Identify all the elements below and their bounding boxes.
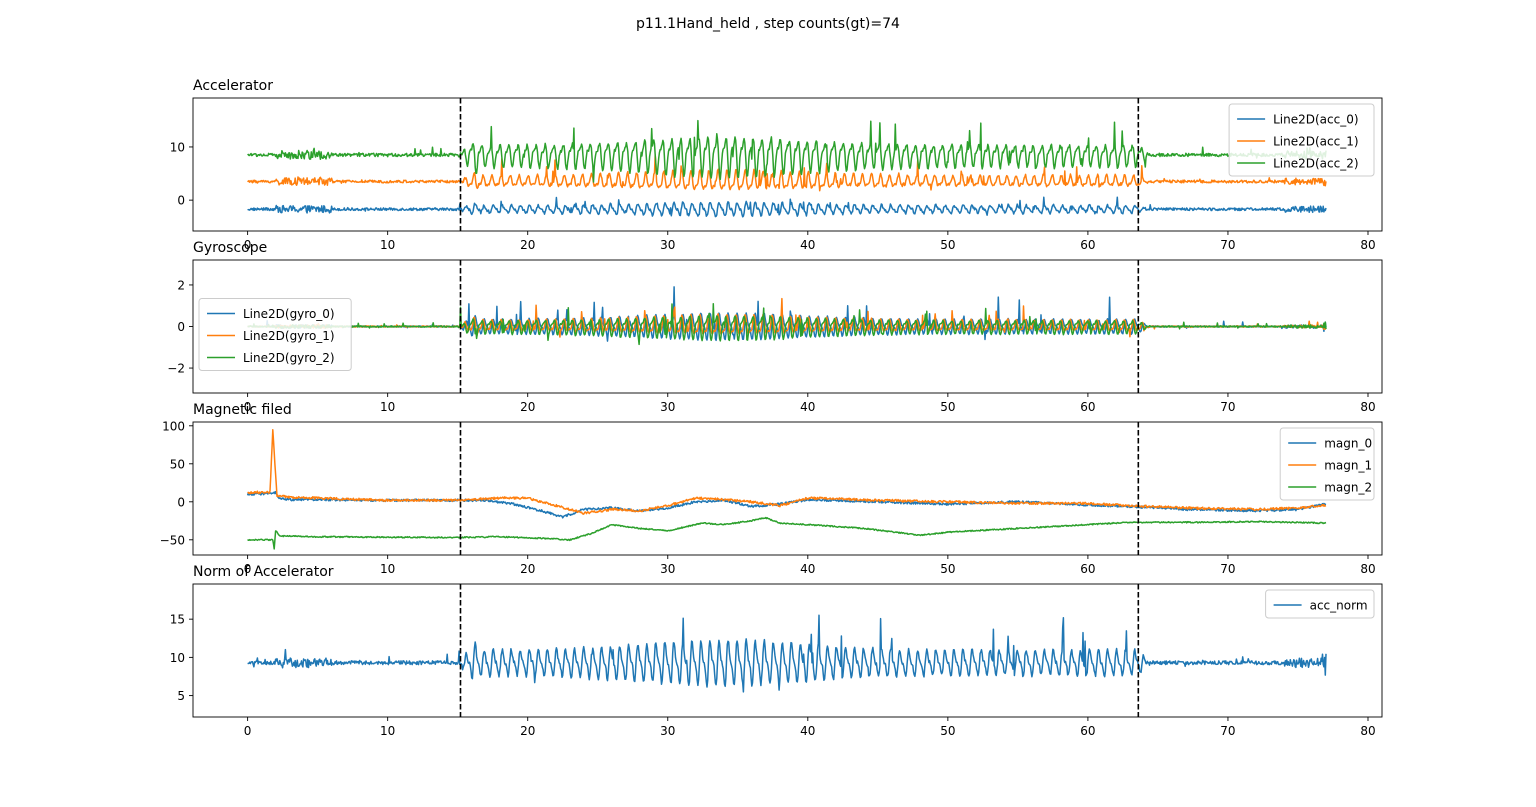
series-line-magn_1 — [247, 429, 1327, 515]
subplot-title: Norm of Accelerator — [193, 564, 334, 580]
subplots: 0 10 20 30 40 50 60 70 80010AcceleratorLine2D(ac… — [160, 78, 1383, 738]
x-tick-label: 0 — [244, 238, 252, 252]
legend: magn_0 magn_1 magn_2 — [1279, 427, 1375, 501]
y-tick-label: 10 — [170, 140, 185, 154]
legend: Line2D(acc_0) Line2D(acc_1) Line2D(acc_2) — [1228, 103, 1375, 177]
series-line-line2d-gyro_0- — [247, 286, 1327, 342]
x-tick-label: 50 — [940, 238, 955, 252]
x-tick-label: 40 — [800, 562, 815, 576]
x-tick-label: 50 — [940, 724, 955, 738]
legend-entry: Line2D(acc_2) — [1273, 157, 1358, 171]
x-tick-label: 30 — [660, 400, 675, 414]
x-tick-label: 30 — [660, 724, 675, 738]
series-line-line2d-gyro_2- — [247, 303, 1327, 346]
series-line-line2d-acc_1- — [247, 154, 1327, 192]
legend-entry: Line2D(gyro_0) — [243, 307, 335, 321]
x-tick-label: 60 — [1080, 562, 1095, 576]
series-line-line2d-acc_0- — [247, 196, 1327, 218]
x-tick-label: 10 — [380, 724, 395, 738]
subplot-gyro: 0 10 20 30 40 50 60 70 80 −2 0 2 Gyroscope Line2D(gyr… — [167, 240, 1383, 414]
legend: acc_norm — [1265, 589, 1375, 619]
x-tick-label: 0 — [244, 724, 252, 738]
norm-lines — [247, 614, 1327, 693]
x-tick-label: 0 — [244, 562, 252, 576]
x-tick-label: 50 — [940, 400, 955, 414]
legend-entry: magn_1 — [1324, 459, 1372, 473]
y-tick-label: 2 — [177, 278, 185, 292]
y-tick-label: 5 — [177, 689, 185, 703]
x-tick-label: 20 — [520, 562, 535, 576]
y-tick-label: 15 — [170, 613, 185, 627]
x-tick-label: 10 — [380, 562, 395, 576]
y-tick-label: 0 — [177, 194, 185, 208]
y-tick-label: 100 — [162, 419, 185, 433]
series-line-line2d-acc_2- — [247, 119, 1327, 183]
subplot-title: Magnetic filed — [193, 402, 292, 418]
legend-entry: Line2D(gyro_1) — [243, 329, 335, 343]
legend-entry: acc_norm — [1310, 599, 1368, 613]
x-tick-label: 40 — [800, 238, 815, 252]
y-tick-label: 10 — [170, 651, 185, 665]
legend-box — [1279, 427, 1375, 501]
legend-entry: magn_2 — [1324, 481, 1372, 495]
x-tick-label: 20 — [520, 400, 535, 414]
subplot-norm: 0 10 20 30 40 50 60 70 80 5 10 15 Norm of Accelerato… — [170, 564, 1383, 738]
axes-frame — [192, 97, 1383, 232]
y-tick-label: 50 — [170, 457, 185, 471]
y-tick-label: 0 — [177, 320, 185, 334]
series-line-acc_norm — [247, 614, 1327, 693]
series-line-line2d-gyro_1- — [247, 297, 1327, 338]
acc-lines — [247, 119, 1327, 218]
subplot-acc: 0 10 20 30 40 50 60 70 80 0 10 Accelerator Line2D(ac… — [170, 78, 1383, 252]
x-tick-label: 80 — [1360, 724, 1375, 738]
x-tick-label: 70 — [1220, 724, 1235, 738]
axes-frame — [192, 421, 1383, 556]
legend: Line2D(gyro_0) Line2D(gyro_1) Line2D(gyro_… — [198, 298, 352, 371]
x-tick-label: 10 — [380, 238, 395, 252]
x-tick-label: 80 — [1360, 562, 1375, 576]
y-tick-label: 0 — [177, 495, 185, 509]
legend-entry: Line2D(acc_1) — [1273, 135, 1358, 149]
x-tick-label: 60 — [1080, 238, 1095, 252]
legend-box — [1228, 103, 1375, 177]
gyro-lines — [247, 286, 1327, 346]
x-tick-label: 40 — [800, 400, 815, 414]
x-tick-label: 80 — [1360, 400, 1375, 414]
x-tick-label: 80 — [1360, 238, 1375, 252]
y-tick-label: −2 — [167, 362, 185, 376]
subplot-title: Gyroscope — [193, 240, 267, 256]
x-tick-label: 10 — [380, 400, 395, 414]
axes-frame — [192, 583, 1383, 718]
legend-entry: Line2D(acc_0) — [1273, 113, 1358, 127]
x-tick-label: 20 — [520, 238, 535, 252]
figure-suptitle: p11.1Hand_held , step counts(gt)=74 — [636, 16, 900, 32]
x-tick-label: 70 — [1220, 238, 1235, 252]
series-line-magn_2 — [247, 516, 1327, 550]
legend-box — [1265, 589, 1375, 619]
x-tick-label: 60 — [1080, 724, 1095, 738]
x-tick-label: 0 — [244, 400, 252, 414]
x-tick-label: 60 — [1080, 400, 1095, 414]
x-tick-label: 70 — [1220, 562, 1235, 576]
legend-entry: magn_0 — [1324, 437, 1372, 451]
subplot-title: Accelerator — [193, 78, 273, 94]
magn-lines — [246, 429, 1327, 550]
x-tick-label: 30 — [660, 238, 675, 252]
legend-entry: Line2D(gyro_2) — [243, 351, 335, 365]
legend-box — [198, 298, 352, 371]
y-tick-label: −50 — [160, 533, 185, 547]
x-tick-label: 30 — [660, 562, 675, 576]
x-tick-label: 20 — [520, 724, 535, 738]
x-tick-label: 50 — [940, 562, 955, 576]
x-tick-label: 70 — [1220, 400, 1235, 414]
x-tick-label: 40 — [800, 724, 815, 738]
